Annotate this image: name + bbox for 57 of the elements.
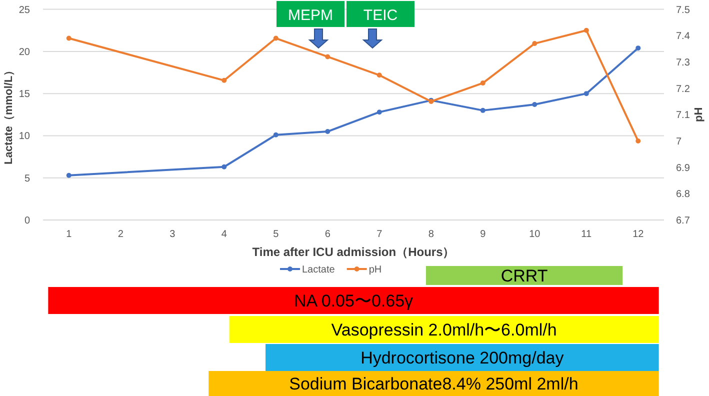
y-tick-label: 20: [18, 46, 30, 58]
bar: CRRT: [426, 266, 623, 286]
y-tick-label: 15: [18, 89, 30, 100]
point: [325, 54, 330, 60]
x-tick-label: 8: [428, 229, 434, 240]
point: [325, 129, 330, 134]
x-tick-label: 11: [581, 229, 592, 240]
annotation: TEIC: [363, 7, 398, 24]
x-tick-label: 6: [324, 229, 331, 240]
bar: Vasopressin 2.0ml/h〜6.0ml/h: [229, 316, 659, 343]
y2-tick-label: 7.2: [676, 84, 690, 95]
x-tick-label: 12: [632, 229, 644, 240]
x-tick-label: 3: [170, 229, 176, 240]
y2-tick-label: 7.1: [676, 110, 690, 122]
legend-label: Lactate: [302, 264, 336, 276]
point: [636, 138, 641, 144]
legend-label: pH: [368, 264, 382, 276]
point: [584, 91, 589, 96]
point: [66, 172, 72, 178]
point: [480, 108, 486, 113]
y-tick-label: 0: [24, 216, 30, 226]
y2-tick-label: 7.4: [676, 31, 690, 42]
point: [376, 110, 382, 115]
x-tick-label: 9: [480, 229, 486, 240]
point: [273, 132, 278, 138]
x-tick-label: 1: [66, 229, 72, 240]
point: [222, 164, 227, 170]
bar: Sodium Bicarbonate8.4% 250ml 2ml/h: [208, 371, 659, 396]
point: [480, 80, 486, 86]
y2-tick-label: 6.7: [676, 216, 690, 226]
x-tick-label: 7: [376, 229, 383, 240]
point: [376, 72, 382, 78]
y2-tick-label: 6.9: [676, 162, 690, 174]
y2-tick-label: 7.5: [676, 4, 690, 16]
y-tick-label: 25: [18, 4, 30, 16]
x-tick-label: 4: [221, 229, 228, 240]
y2-tick-label: 7: [676, 136, 682, 148]
y2-tick-label: 6.8: [676, 189, 690, 200]
y-axis-title: Lactate（mmol/L）: [3, 64, 15, 164]
point: [66, 36, 72, 41]
point: [584, 28, 589, 33]
point: [532, 41, 538, 46]
point: [532, 102, 538, 108]
y-tick-label: 10: [18, 131, 30, 142]
point: [636, 46, 641, 51]
bar: NA 0.05〜0.65γ: [48, 287, 659, 314]
y2-tick-label: 7.3: [676, 57, 690, 68]
x-tick-label: 5: [273, 229, 280, 240]
x-axis-title: Time after ICU admission（Hours）: [252, 245, 455, 259]
bar: Hydrocortisone 200mg/day: [266, 344, 659, 371]
point: [222, 78, 227, 83]
y-tick-label: 5: [24, 173, 30, 184]
y2-axis-title: pH: [693, 107, 705, 122]
x-tick-label: 2: [118, 229, 124, 240]
annotation: MEPM: [288, 7, 333, 24]
point: [273, 36, 278, 41]
x-tick-label: 10: [529, 229, 541, 240]
